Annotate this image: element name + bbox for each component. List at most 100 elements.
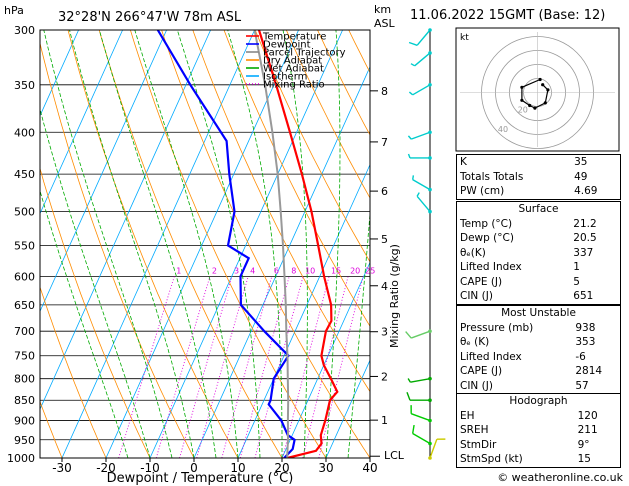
dry-adiabat-line	[40, 285, 107, 458]
wind-barb-feather	[411, 175, 415, 180]
mixing-ratio-axis-title: Mixing Ratio (g/kg)	[388, 244, 401, 348]
wind-barb	[412, 432, 431, 445]
index-label: Dewp (°C)	[460, 232, 514, 244]
parcel-trajectory-line	[253, 30, 290, 458]
index-label: θₑ (K)	[460, 336, 490, 348]
wind-barb-dot	[428, 51, 432, 55]
wind-barb-feather	[410, 63, 416, 67]
index-label: θₑ(K)	[460, 246, 486, 259]
km-tick-label: 8	[381, 85, 388, 98]
dry-adiabat-line	[98, 30, 283, 458]
mixing-ratio-line	[155, 276, 211, 458]
pressure-tick-label: 750	[14, 350, 35, 363]
dry-adiabat-line	[254, 30, 370, 263]
pressure-tick-label: 700	[14, 325, 35, 338]
index-label: K	[460, 156, 467, 168]
wind-barb-feather	[405, 331, 412, 339]
index-value: 337	[573, 246, 594, 259]
index-value: 120	[577, 409, 598, 422]
index-label: PW (cm)	[460, 185, 505, 197]
mixing-ratio-label: 25	[365, 266, 375, 275]
km-tick-label: 7	[381, 136, 388, 149]
index-label: CIN (J)	[460, 379, 493, 392]
index-label: CAPE (J)	[460, 365, 503, 377]
indices-block-1: K 35 Totals Totals 49 PW (cm) 4.69	[456, 154, 621, 200]
pressure-tick-label: 300	[14, 24, 35, 37]
hodograph-trace	[521, 78, 549, 109]
legend-entry: Dewpoint	[263, 40, 311, 51]
hodograph-point	[543, 101, 547, 105]
wet-adiabat-line	[176, 30, 261, 458]
index-value: 4.69	[574, 185, 598, 197]
index-value: 15	[577, 453, 591, 465]
isotherm-line	[281, 261, 370, 458]
index-label: Totals Totals	[460, 170, 524, 183]
mixing-ratio-label: 10	[305, 266, 315, 275]
mixing-ratio-label: 4	[250, 266, 255, 275]
wind-barb	[410, 377, 431, 383]
hodograph-point	[541, 83, 545, 87]
hodograph-unit-label: kt	[460, 33, 469, 43]
index-value: 5	[573, 275, 580, 288]
isotherm-line	[40, 30, 79, 117]
wind-barb-dot	[428, 28, 432, 32]
wind-barb	[410, 330, 431, 339]
wet-adiabat-line	[43, 30, 173, 458]
index-label: CAPE (J)	[460, 275, 503, 288]
legend-entry: Mixing Ratio	[263, 80, 325, 91]
wind-barb-dot	[428, 376, 432, 381]
index-value: -6	[575, 350, 586, 363]
surface-title: Surface	[518, 203, 559, 215]
pressure-tick-label: 800	[14, 373, 35, 386]
mixing-ratio-label: 20	[350, 266, 360, 275]
isotherm-line	[40, 30, 211, 411]
index-value: 49	[574, 170, 588, 183]
skewt-grid	[40, 30, 370, 458]
index-value: 651	[573, 290, 594, 302]
wind-barb-feather	[411, 424, 415, 434]
index-label: Pressure (mb)	[460, 321, 534, 334]
wet-adiabat-line	[227, 30, 283, 458]
index-label: EH	[460, 409, 475, 422]
dry-adiabat-line	[40, 167, 151, 458]
isotherm-line	[149, 30, 343, 458]
wet-adiabat-line	[325, 30, 341, 458]
x-axis-title: Dewpoint / Temperature (°C)	[107, 471, 294, 486]
hodograph-title: Hodograph	[509, 395, 568, 407]
km-tick-label: 3	[381, 326, 388, 339]
x-tick-label: 0	[190, 461, 198, 475]
indices-surface: Surface Temp (°C) 21.2 Dewp (°C) 20.5 θₑ(K…	[456, 201, 621, 305]
hodograph-point	[546, 88, 550, 92]
index-value: 35	[574, 156, 588, 168]
pressure-tick-label: 950	[14, 434, 35, 447]
asl-unit-label: ASL	[374, 17, 396, 30]
wet-adiabat-line	[69, 30, 195, 458]
hodograph: kt 20 40	[455, 27, 620, 152]
wind-barb-dot	[428, 441, 432, 446]
hodograph-ring-label: 40	[498, 125, 508, 134]
wind-barb-dot	[428, 456, 432, 460]
wind-barb	[410, 131, 431, 140]
wet-adiabat-line	[347, 209, 370, 458]
x-tick-label: 40	[362, 461, 377, 475]
mixing-ratio-line	[179, 276, 233, 458]
wind-barb-dot	[428, 82, 432, 87]
wind-barb	[416, 195, 431, 213]
index-label: StmSpd (kt)	[460, 453, 523, 465]
mixing-ratio-label: 3	[234, 266, 239, 275]
dry-adiabat-line	[285, 30, 370, 199]
pressure-tick-label: 400	[14, 126, 35, 139]
index-value: 938	[575, 321, 596, 334]
wind-barb	[412, 178, 431, 191]
isotherm-line	[105, 30, 299, 458]
km-axis: 8 7 6 5 4 3 2 1	[370, 30, 431, 458]
skewt-axes: 3003504004505005506006507007508008509009…	[7, 24, 378, 475]
x-tick-label: -10	[140, 461, 160, 475]
index-label: StmDir	[460, 438, 497, 451]
date-label: 11.06.2022 15GMT (Base: 12)	[410, 8, 605, 23]
hodograph-point	[533, 106, 537, 110]
wind-barb-feather	[416, 192, 420, 197]
isotherm-line	[237, 163, 370, 458]
pressure-tick-label: 650	[14, 299, 35, 312]
plot-frame	[39, 29, 371, 459]
